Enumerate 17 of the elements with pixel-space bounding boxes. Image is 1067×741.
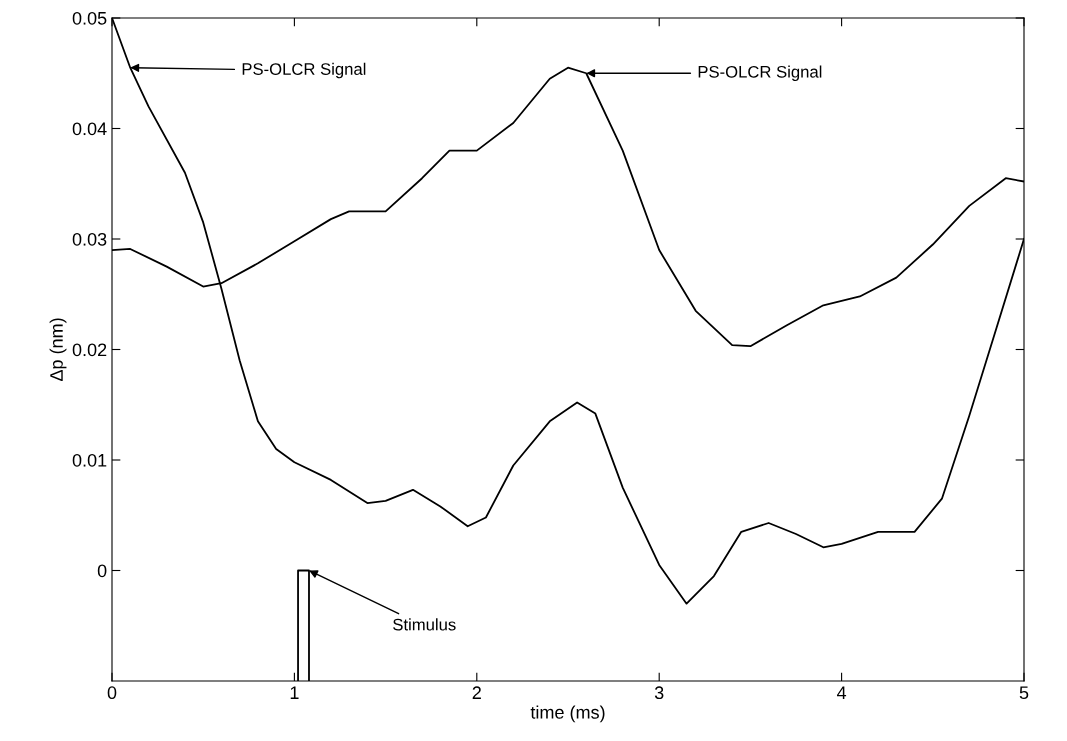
annotation: PS-OLCR Signal — [698, 65, 822, 82]
y-tick-label: 0.05 — [72, 11, 107, 25]
x-tick-label: 4 — [836, 686, 847, 699]
y-tick-label: 0 — [97, 564, 107, 578]
x-tick-label: 3 — [654, 686, 664, 700]
y-tick-label: 0.04 — [72, 122, 107, 136]
y-tick-label: 0.03 — [72, 232, 107, 246]
x-tick-label: 1 — [290, 686, 299, 699]
annotation: Stimulus — [393, 618, 456, 631]
y-axis-title: Δp (nm) — [49, 318, 67, 382]
x-tick-label: 5 — [1019, 686, 1029, 700]
y-tick-label: 0.02 — [72, 343, 107, 357]
y-tick-label: 0.01 — [72, 453, 107, 467]
x-axis-title: time (ms) — [530, 705, 605, 723]
x-tick-label: 0 — [107, 686, 117, 700]
annotation: PS-OLCR Signal — [242, 62, 366, 79]
x-tick-label: 2 — [472, 686, 481, 699]
